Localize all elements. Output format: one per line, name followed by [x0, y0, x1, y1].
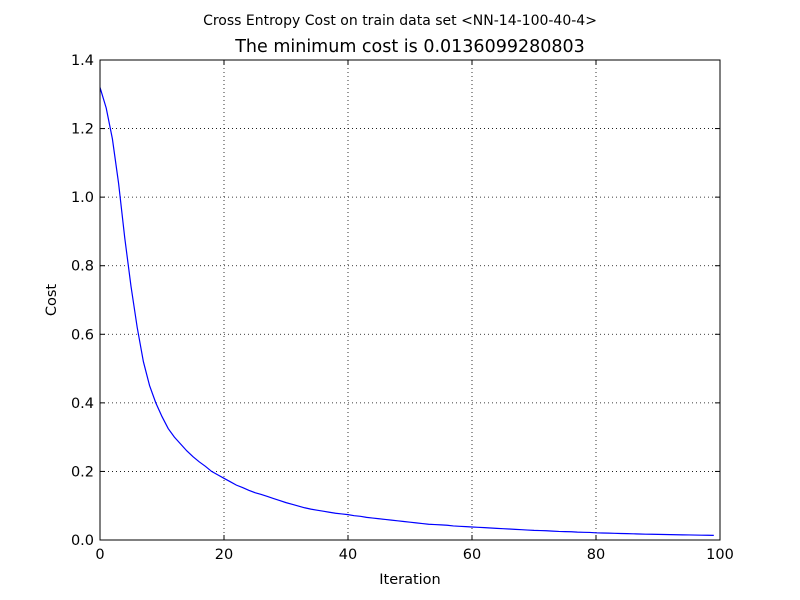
- x-tick-label: 60: [463, 547, 481, 563]
- y-tick-label: 1.4: [71, 53, 94, 69]
- chart-title: The minimum cost is 0.0136099280803: [234, 37, 585, 57]
- y-tick-label: 0.0: [71, 533, 94, 549]
- cost-series-line: [99, 87, 714, 536]
- plot-frame: [99, 59, 721, 541]
- x-tick-label: 80: [587, 547, 605, 563]
- x-tick-label: 0: [95, 547, 104, 563]
- chart-suptitle: Cross Entropy Cost on train data set <NN…: [203, 13, 597, 29]
- x-axis-label: Iteration: [379, 572, 441, 588]
- y-tick-label: 0.2: [71, 464, 94, 480]
- y-tick-label: 1.0: [71, 190, 94, 206]
- y-tick-label: 1.2: [71, 122, 94, 138]
- x-tick-label: 20: [215, 547, 233, 563]
- x-tick-label: 100: [706, 547, 734, 563]
- grid-lines: [99, 59, 721, 541]
- x-tick-label: 40: [339, 547, 357, 563]
- axis-ticks: 0 20 40 60 80 100 0.0 0.2 0.4 0.6 0.8 1.0 1.2 1.4: [71, 53, 734, 563]
- y-tick-label: 0.6: [71, 327, 94, 343]
- y-tick-label: 0.4: [71, 396, 94, 412]
- y-axis-label: Cost: [44, 284, 60, 317]
- y-tick-label: 0.8: [71, 259, 94, 275]
